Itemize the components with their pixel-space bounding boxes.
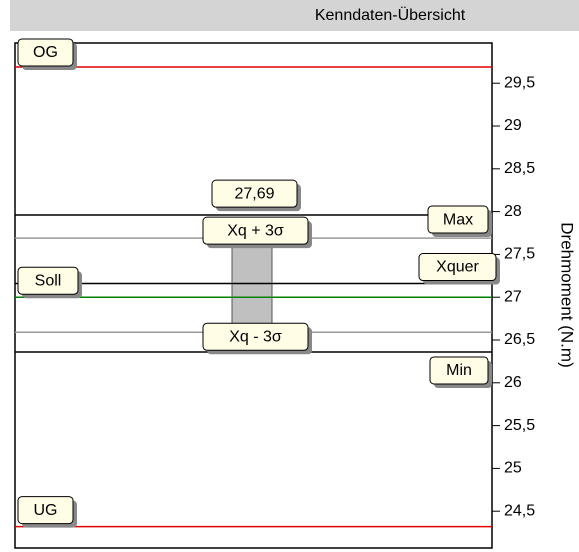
line-label-box (202, 322, 309, 351)
value-label: 27,69 (234, 185, 274, 202)
y-axis-label: Drehmoment (N.m) (558, 222, 577, 367)
y-tick-label: 27 (504, 288, 522, 305)
line-label-box (17, 38, 74, 67)
y-tick-label: 26 (504, 374, 522, 391)
title-bar (10, 0, 579, 31)
y-tick-label: 29,5 (504, 74, 535, 91)
y-tick-label: 27,5 (504, 246, 535, 263)
range-box (231, 237, 273, 333)
y-tick-label: 29 (504, 117, 522, 134)
y-tick-label: 25,5 (504, 417, 535, 434)
line-label-box (17, 496, 74, 525)
line-label: UG (34, 502, 58, 519)
line-label-box (429, 356, 489, 385)
line-label-box (418, 253, 497, 282)
line-label-box (17, 266, 79, 295)
y-tick-label: 26,5 (504, 331, 535, 348)
line-label: Soll (35, 272, 62, 289)
line-label: OG (33, 44, 58, 61)
line-label: Min (446, 362, 472, 379)
line-label: Max (443, 211, 473, 228)
line-label-box (427, 205, 489, 234)
value-label-box (211, 179, 298, 208)
line-label: Xq + 3σ (227, 222, 284, 239)
y-tick-label: 28,5 (504, 160, 535, 177)
line-label: Xquer (436, 259, 479, 276)
line-label-box (202, 216, 309, 245)
chart-title: Kenndaten-Übersicht (315, 6, 466, 24)
y-tick-label: 24,5 (504, 502, 535, 519)
y-tick-label: 28 (504, 203, 522, 220)
y-tick-label: 25 (504, 460, 522, 477)
line-label: Xq - 3σ (229, 329, 282, 346)
